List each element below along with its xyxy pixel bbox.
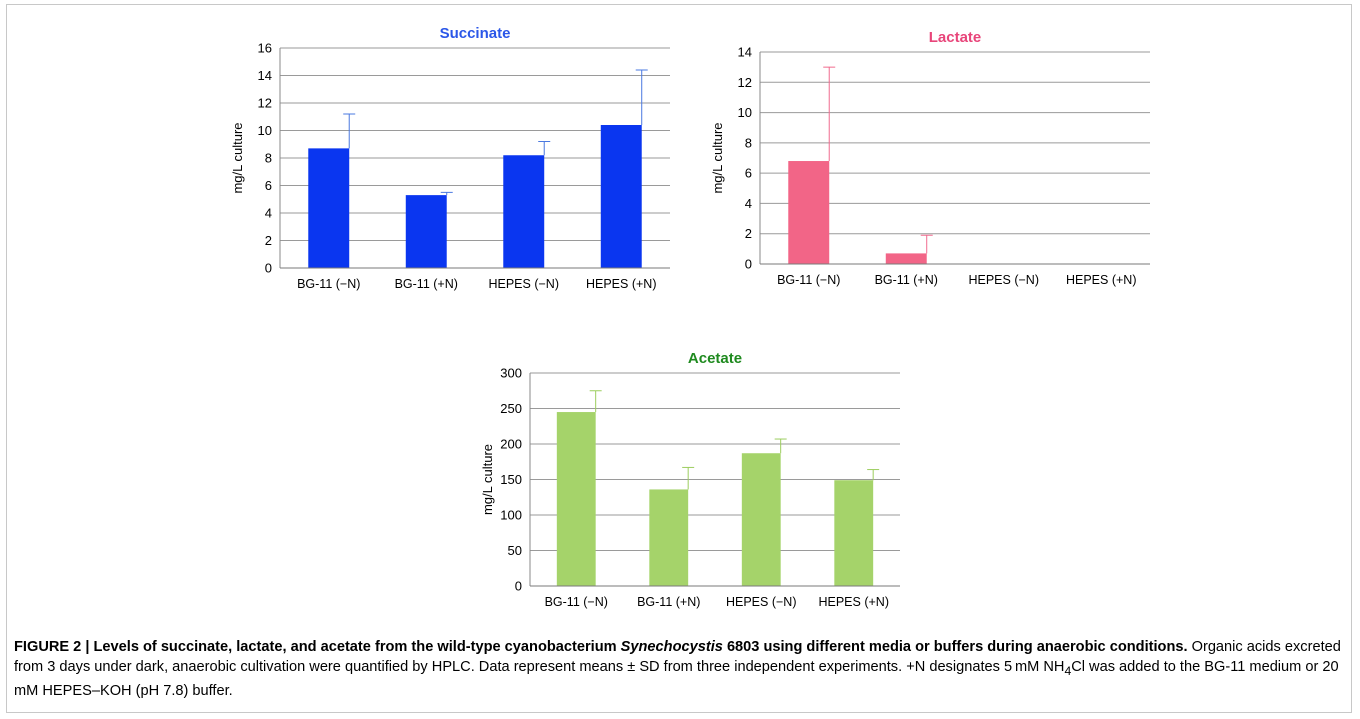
y-tick-label: 4 [265, 206, 272, 221]
y-tick-label: 6 [265, 178, 272, 193]
bar [834, 480, 874, 586]
y-tick-label: 12 [738, 75, 752, 90]
x-tick-label: BG-11 (−N) [297, 277, 360, 291]
bar [885, 253, 927, 264]
lactate-chart: Lactate 0 2 4 6 8 10 12 14 mg/L culture BG-11 (−N)… [710, 29, 1150, 287]
caption-species: Synechocystis [620, 639, 723, 655]
chart-title: Lactate [929, 29, 982, 46]
x-tick-label: BG-11 (+N) [875, 273, 938, 287]
y-tick-label: 8 [265, 151, 272, 166]
acetate-chart: Acetate 0 50 100 150 200 250 300 mg/L culture BG-… [480, 350, 900, 609]
x-tick-label: HEPES (−N) [488, 277, 559, 291]
y-tick-label: 14 [258, 68, 272, 83]
y-tick-label: 6 [745, 166, 752, 181]
y-tick-label: 10 [258, 123, 272, 138]
y-axis-label: mg/L culture [480, 444, 495, 515]
y-tick-label: 250 [500, 401, 522, 416]
bar [405, 195, 447, 268]
x-tick-label: HEPES (−N) [726, 595, 797, 609]
y-tick-label: 8 [745, 135, 752, 150]
y-tick-label: 0 [745, 257, 752, 272]
bar [600, 125, 642, 268]
y-tick-label: 100 [500, 508, 522, 523]
y-tick-label: 16 [258, 41, 272, 56]
figure-caption: FIGURE 2 | Levels of succinate, lactate,… [14, 637, 1344, 701]
bar [788, 161, 830, 264]
y-tick-label: 200 [500, 437, 522, 452]
x-tick-label: BG-11 (−N) [545, 595, 608, 609]
y-tick-label: 2 [745, 226, 752, 241]
bar [503, 155, 545, 268]
caption-text-1: Organic acids excreted from 3 days under… [14, 639, 1341, 675]
y-tick-label: 4 [745, 196, 752, 211]
y-axis-label: mg/L culture [230, 122, 245, 193]
y-tick-label: 2 [265, 233, 272, 248]
chart-title: Acetate [688, 350, 742, 367]
x-tick-label: HEPES (+N) [818, 595, 889, 609]
bar [556, 412, 596, 586]
bar [649, 489, 689, 586]
y-tick-label: 300 [500, 366, 522, 381]
caption-bold-1: FIGURE 2 | Levels of succinate, lactate,… [14, 639, 621, 655]
y-tick-label: 12 [258, 96, 272, 111]
y-tick-label: 50 [508, 543, 522, 558]
succinate-chart: Succinate 0 2 4 6 8 10 12 14 16 mg/L culture BG-11 … [230, 25, 670, 291]
x-tick-label: HEPES (−N) [968, 273, 1039, 287]
caption-text-2: Cl was added to the BG-11 medium or 20 m… [14, 659, 1342, 699]
caption-subscript: 4 [1064, 663, 1072, 678]
y-tick-label: 14 [738, 45, 752, 60]
figure-frame [6, 4, 1352, 713]
x-tick-label: HEPES (+N) [586, 277, 657, 291]
caption-bold-2: 6803 using different media or buffers du… [722, 639, 1188, 655]
y-tick-label: 10 [738, 105, 752, 120]
x-tick-label: HEPES (+N) [1066, 273, 1137, 287]
y-tick-label: 0 [515, 579, 522, 594]
bar [308, 148, 350, 268]
x-tick-label: BG-11 (−N) [777, 273, 840, 287]
y-axis-label: mg/L culture [710, 122, 725, 193]
x-tick-label: BG-11 (+N) [395, 277, 458, 291]
y-tick-label: 150 [500, 472, 522, 487]
y-tick-label: 0 [265, 261, 272, 276]
x-tick-label: BG-11 (+N) [637, 595, 700, 609]
chart-title: Succinate [440, 25, 511, 42]
bar [741, 453, 781, 586]
